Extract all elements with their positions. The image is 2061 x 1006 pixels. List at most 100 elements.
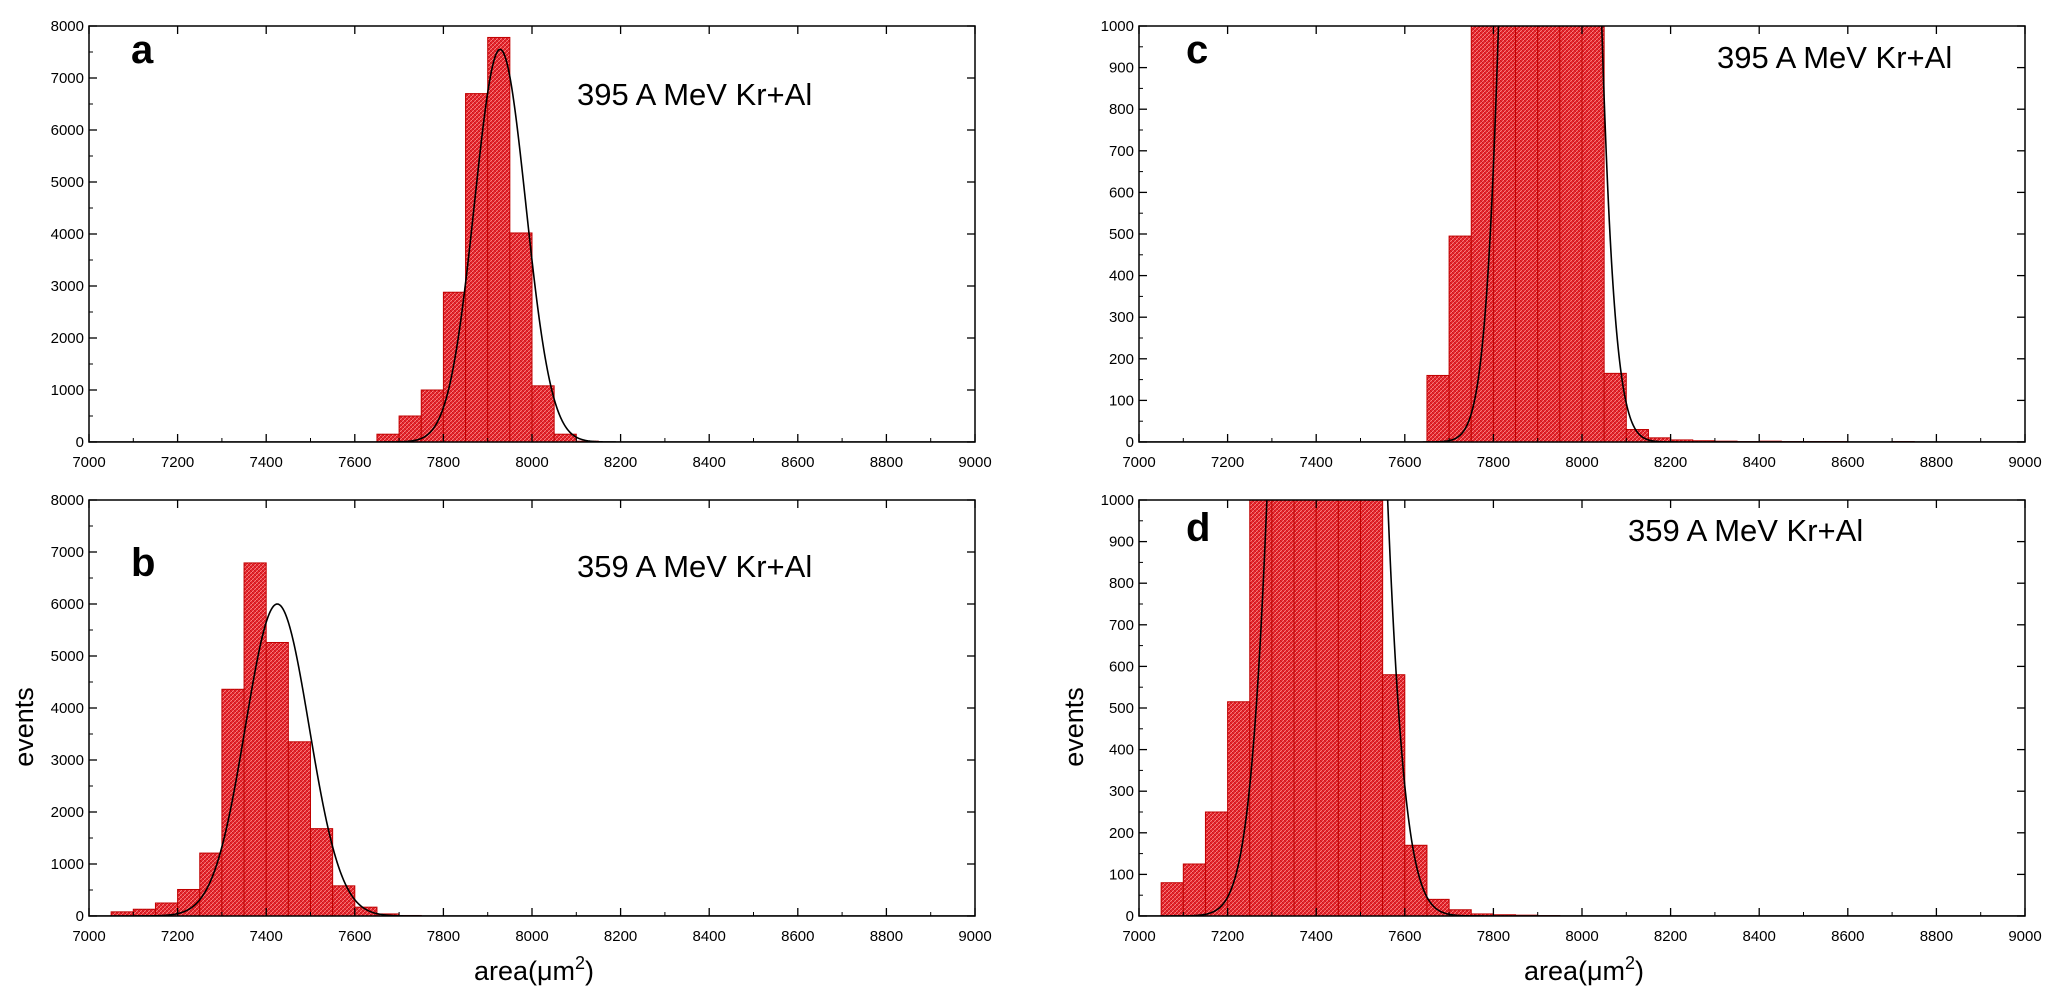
y-tick-label: 5000 (51, 648, 84, 665)
histogram-bar (287, 741, 312, 916)
histogram-bar (132, 908, 156, 916)
x-tick-label: 7000 (1122, 454, 1155, 471)
y-tick-label: 0 (76, 908, 84, 925)
x-tick-label: 8200 (1654, 928, 1687, 945)
y-tick-label: 3000 (51, 278, 84, 295)
x-tick-label: 8000 (1565, 928, 1598, 945)
y-tick-label: 100 (1109, 866, 1134, 883)
x-tick-label: 7200 (161, 454, 194, 471)
x-tick-label: 9000 (958, 928, 991, 945)
y-tick-label: 4000 (51, 226, 84, 243)
histogram-bar (1204, 811, 1229, 916)
y-tick-label: 1000 (51, 856, 84, 873)
y-tick-label: 500 (1109, 700, 1134, 717)
reaction-annotation: 359 A MeV Kr+Al (1628, 513, 1863, 548)
x-tick-label: 8400 (1743, 454, 1776, 471)
x-tick-label: 8800 (870, 928, 903, 945)
reaction-annotation: 395 A MeV Kr+Al (577, 77, 812, 112)
histogram-bar (1160, 882, 1184, 916)
y-tick-label: 6000 (51, 596, 84, 613)
panel-letter: c (1186, 28, 1208, 72)
y-tick-label: 900 (1109, 60, 1134, 77)
x-tick-label: 7400 (250, 454, 283, 471)
y-tick-label: 100 (1109, 392, 1134, 409)
histogram-bar (1315, 500, 1339, 916)
x-tick-label: 9000 (2008, 454, 2041, 471)
x-tick-label: 7000 (1122, 928, 1155, 945)
panel-d-chart: 7000 7200 7400 7600 7800 8000 8200 8400 8600 8800… (1101, 492, 2042, 945)
gaussian-fit-curve (89, 603, 975, 916)
x-tick-label: 9000 (958, 454, 991, 471)
histogram-bar (1249, 500, 1273, 916)
y-tick-label: 200 (1109, 825, 1134, 842)
x-tick-label: 8800 (1920, 454, 1953, 471)
x-tick-label: 7400 (1300, 454, 1333, 471)
histogram-bar (1404, 844, 1428, 916)
histogram-bars (110, 562, 422, 916)
histogram-bar (1182, 863, 1206, 916)
x-tick-label: 9000 (2008, 928, 2041, 945)
y-tick-label: 900 (1109, 534, 1134, 551)
panel-letter: b (131, 541, 155, 585)
x-axis-title-left-close: ) (585, 956, 594, 986)
histogram-bars (1426, 26, 1915, 442)
histogram-bars (376, 36, 599, 442)
y-tick-label: 7000 (51, 544, 84, 561)
y-tick-label: 8000 (51, 18, 84, 35)
reaction-annotation: 359 A MeV Kr+Al (577, 549, 812, 584)
y-tick-label: 200 (1109, 351, 1134, 368)
histogram-bar (1426, 374, 1450, 442)
panel-letter: a (131, 28, 154, 72)
histogram-bar (376, 433, 400, 442)
histogram-bar (531, 385, 555, 442)
histogram-bar (1515, 26, 1539, 442)
x-tick-label: 7800 (427, 454, 460, 471)
y-tick-label: 3000 (51, 752, 84, 769)
histogram-bars (1160, 500, 1561, 916)
panel-letter: d (1186, 506, 1210, 550)
x-tick-label: 8400 (693, 454, 726, 471)
x-tick-label: 7200 (161, 928, 194, 945)
x-tick-label: 7200 (1211, 928, 1244, 945)
y-tick-label: 5000 (51, 174, 84, 191)
x-tick-label: 7800 (1477, 928, 1510, 945)
x-tick-label: 7600 (1388, 454, 1421, 471)
x-tick-label: 8600 (781, 928, 814, 945)
histogram-bar (1227, 701, 1251, 916)
x-tick-label: 7600 (338, 928, 371, 945)
y-tick-label: 800 (1109, 575, 1134, 592)
y-axis-title-right: events (1059, 687, 1089, 767)
x-axis-title-right-close: ) (1635, 956, 1644, 986)
histogram-bar (243, 562, 267, 916)
x-tick-label: 8200 (1654, 454, 1687, 471)
reaction-annotation: 395 A MeV Kr+Al (1717, 40, 1952, 75)
x-axis-title-right-text: area(μm (1524, 956, 1625, 986)
y-tick-label: 700 (1109, 617, 1134, 634)
x-tick-label: 7200 (1211, 454, 1244, 471)
y-tick-label: 400 (1109, 268, 1134, 285)
y-tick-label: 1000 (51, 382, 84, 399)
y-tick-label: 4000 (51, 700, 84, 717)
y-tick-label: 8000 (51, 492, 84, 509)
y-tick-label: 600 (1109, 184, 1134, 201)
histogram-bar (332, 885, 356, 916)
x-axis-title-left-text: area(μm (474, 956, 575, 986)
histogram-bar (199, 852, 223, 916)
x-tick-label: 7000 (72, 454, 105, 471)
panel-a-chart: 7000 7200 7400 7600 7800 8000 8200 8400 8600 8800… (51, 18, 992, 471)
histogram-bar (487, 36, 511, 442)
x-tick-label: 7400 (1300, 928, 1333, 945)
x-tick-label: 7800 (427, 928, 460, 945)
x-tick-label: 8400 (693, 928, 726, 945)
y-tick-label: 2000 (51, 330, 84, 347)
y-tick-label: 1000 (1101, 492, 1134, 509)
x-tick-label: 8600 (781, 454, 814, 471)
histogram-bar (310, 828, 334, 916)
y-tick-label: 700 (1109, 143, 1134, 160)
histogram-bar (465, 93, 489, 442)
histogram-bar (1559, 26, 1583, 442)
panel-c-chart: 7000 7200 7400 7600 7800 8000 8200 8400 8600 8800… (1101, 18, 2042, 471)
y-tick-label: 800 (1109, 101, 1134, 118)
x-tick-label: 8600 (1831, 454, 1864, 471)
